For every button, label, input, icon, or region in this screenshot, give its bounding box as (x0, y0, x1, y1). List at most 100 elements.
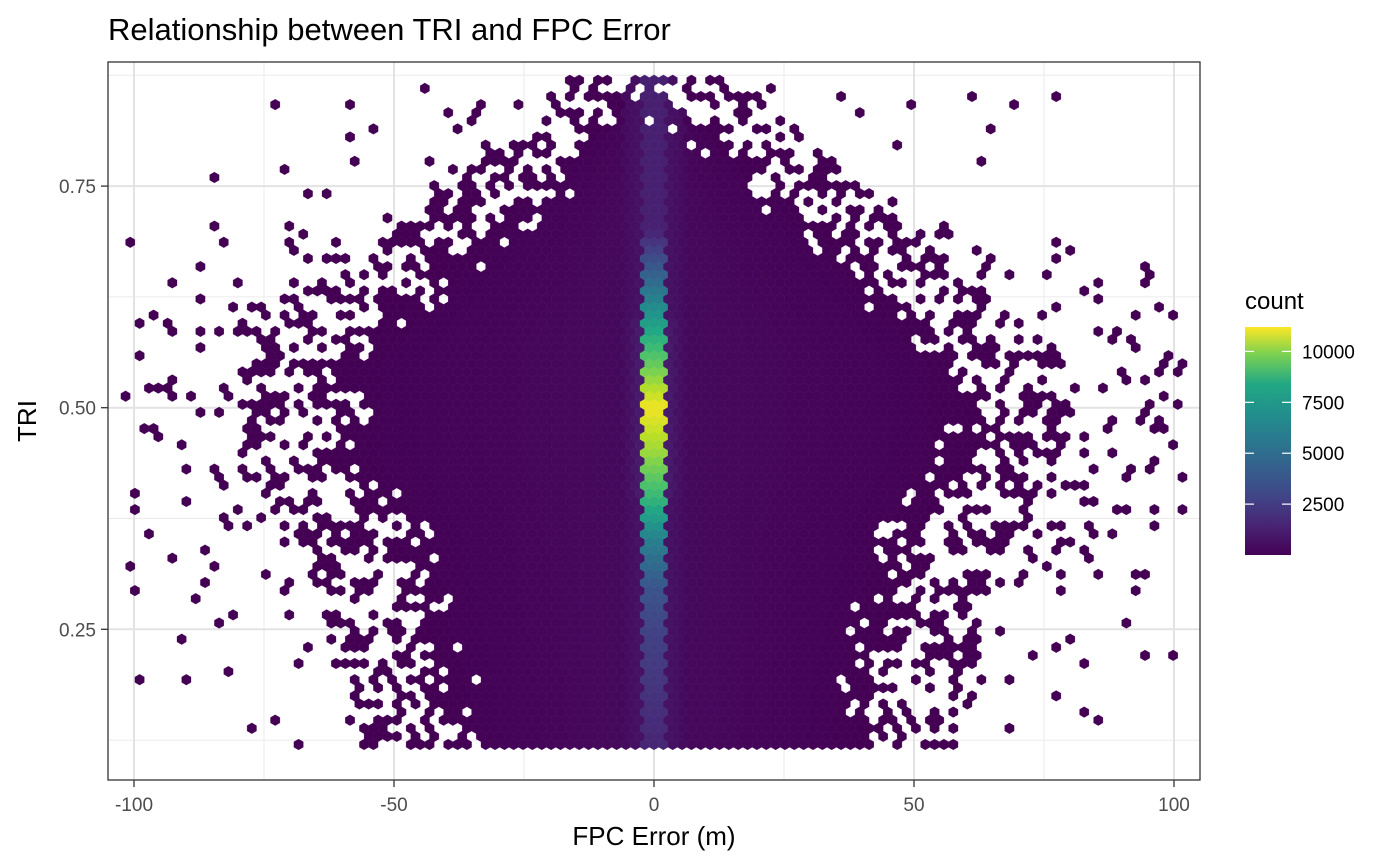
hexbin-cell (513, 99, 524, 111)
hexbin-cell (723, 139, 734, 151)
x-tick-label: -100 (115, 795, 153, 816)
hexbin-cell (1023, 431, 1033, 443)
hexbin-cell (228, 609, 238, 621)
hexbin-cell (999, 309, 1010, 321)
hexbin-cell (331, 285, 341, 297)
hexbin-cell (373, 568, 383, 580)
hexbin-cell (214, 406, 224, 418)
hexbin-cell (331, 236, 341, 248)
hexbin-cell (1177, 504, 1188, 516)
hexbin-cell (1032, 333, 1043, 346)
hexbin-cell (976, 674, 987, 686)
hexbin-cell (284, 220, 295, 232)
hexbin-cell (359, 269, 369, 281)
hexbin-cell (387, 285, 397, 297)
hexbin-cell (289, 293, 299, 305)
hexbin-cell (1046, 487, 1057, 499)
hexbin-cell (831, 212, 842, 224)
hexbin-cell (359, 285, 369, 297)
hexbin-cell (761, 123, 772, 135)
hexbin-cell (1060, 398, 1071, 410)
hexbin-cell (985, 123, 996, 135)
hexbin-cell (321, 512, 332, 524)
hexbin-cell (261, 455, 271, 467)
hexbin-cell (1154, 301, 1164, 313)
hexbin-cell (1121, 504, 1132, 516)
hexbin-cell (1149, 455, 1160, 467)
hexbin-cell (284, 609, 295, 621)
hexbin-cell (326, 552, 337, 564)
hexbin-cell (279, 390, 290, 402)
hexbin-cell (971, 374, 982, 386)
hexbin-cell (345, 99, 355, 111)
hexbin-cell (130, 487, 140, 499)
hexbin-cell (929, 706, 940, 718)
hexbin-cell (1126, 463, 1136, 475)
hexbin-cell (887, 212, 898, 224)
hexbin-cell (256, 382, 266, 394)
hexbin-cell (1130, 585, 1141, 597)
hexbin-cell (677, 107, 687, 119)
hexbin-cell (1130, 309, 1141, 321)
hexbin-cell (770, 171, 781, 184)
hexbin-cell (242, 520, 252, 532)
hexbin-cell (256, 301, 266, 313)
hexbin-layer (120, 74, 1188, 751)
hexbin-cell (120, 390, 131, 402)
hexbin-cell (373, 698, 383, 710)
hexbin-cell (494, 147, 505, 159)
hexbin-cell (476, 99, 486, 111)
hexbin-cell (167, 552, 178, 564)
hexbin-cell (279, 536, 290, 548)
hexbin-cell (195, 261, 206, 273)
hexbin-cell (1046, 390, 1057, 402)
hexbin-cell (1079, 544, 1090, 556)
hexbin-cell (761, 139, 772, 151)
hexbin-cell (293, 382, 304, 394)
hexbin-cell (1126, 333, 1136, 346)
hexbin-cell (1018, 568, 1029, 580)
hexbin-cell (345, 309, 355, 321)
hexbin-cell (915, 293, 926, 305)
hexbin-cell (1065, 536, 1076, 548)
hexbin-cell (293, 657, 304, 670)
hexbin-cell (256, 512, 266, 524)
hexbin-cell (377, 657, 388, 670)
hexbin-cell (766, 82, 776, 94)
hexbin-cell (429, 180, 440, 192)
hexbin-cell (317, 342, 327, 354)
y-tick-label: 0.75 (59, 177, 96, 198)
hexbin-cell (906, 99, 917, 111)
y-tick-label: 0.25 (59, 620, 96, 641)
hexbin-cell (1079, 447, 1090, 459)
hexbin-cell (289, 455, 299, 467)
hexbin-cell (794, 163, 804, 175)
hexbin-cell (401, 277, 411, 289)
hexbin-cell (1140, 649, 1150, 661)
hexbin-cell (218, 512, 229, 524)
hexbin-cell (443, 236, 454, 248)
legend-title: count (1245, 288, 1304, 315)
hexbin-cell (957, 366, 968, 378)
hexbin-cell (854, 204, 865, 216)
hexbin-cell (326, 633, 337, 645)
hexbin-cell (391, 520, 402, 532)
legend-tick-label: 5000 (1302, 444, 1344, 465)
hexbin-cell (321, 431, 332, 443)
hexbin-cell (349, 155, 360, 167)
hexbin-cell (181, 463, 192, 475)
hexbin-cell (232, 504, 243, 516)
hexbin-cell (162, 317, 173, 329)
hexbin-cell (1037, 309, 1047, 321)
hexbin-cell (985, 252, 996, 265)
hexbin-cell (452, 123, 463, 135)
hexbin-cell (1042, 269, 1052, 281)
hexbin-cell (873, 236, 884, 248)
y-tick-label: 0.50 (59, 399, 96, 420)
hexbin-cell (181, 674, 192, 686)
hexbin-cell (602, 74, 613, 86)
hexbin-cell (368, 252, 379, 265)
hexbin-cell (279, 520, 290, 532)
hexbin-cell (803, 196, 814, 208)
